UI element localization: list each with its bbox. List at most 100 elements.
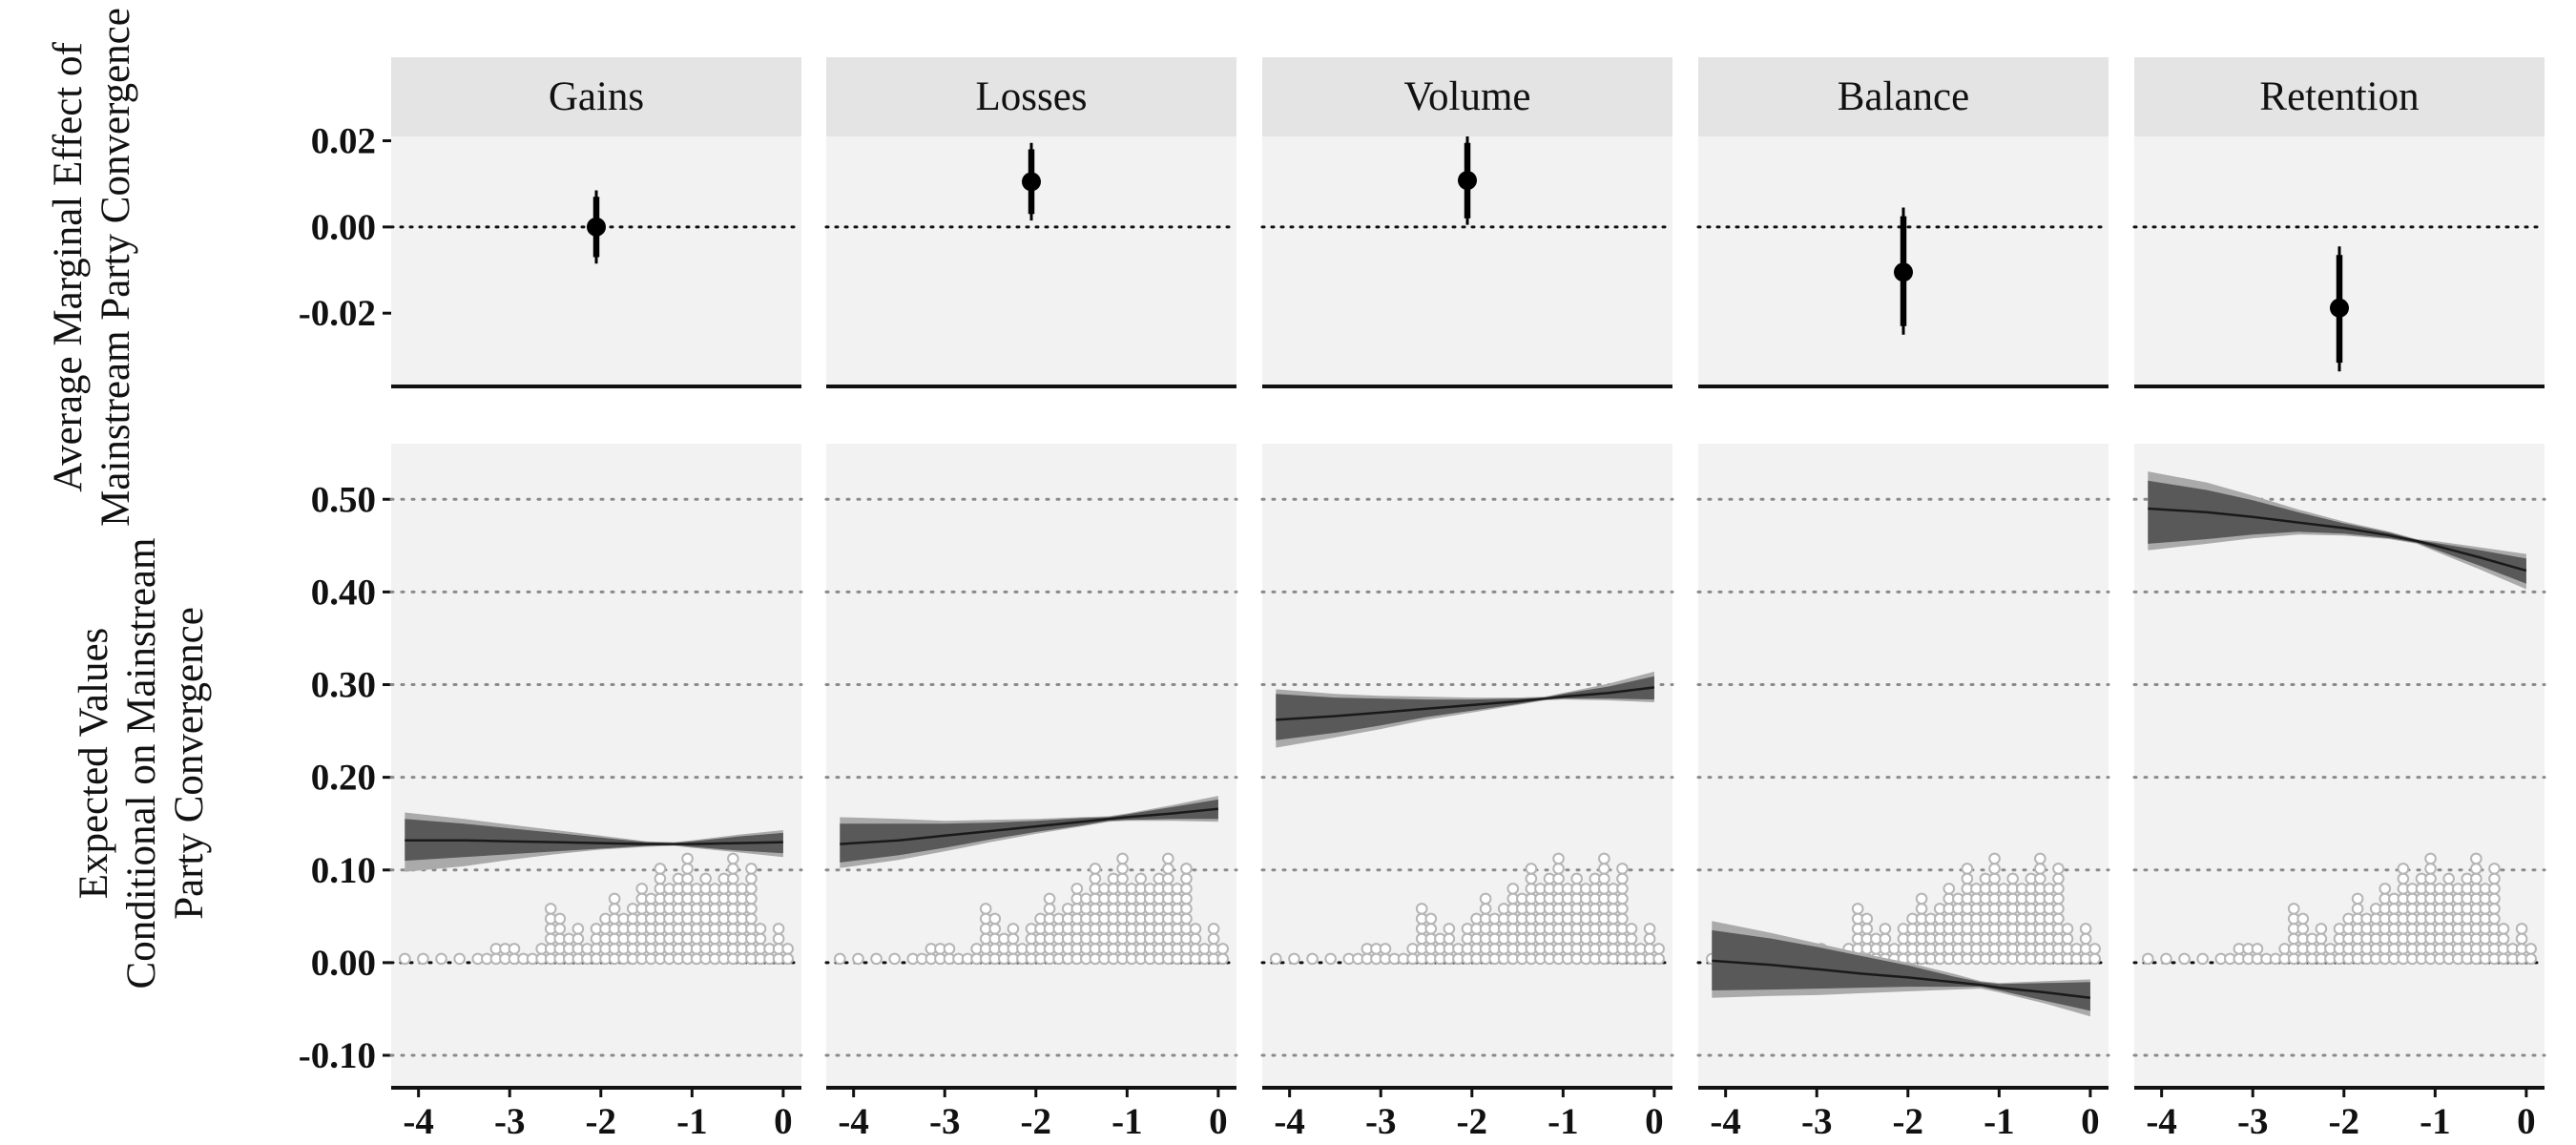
histogram-dot-volume xyxy=(1379,943,1392,955)
histogram-dot-losses xyxy=(1089,863,1102,875)
histogram-dot-volume xyxy=(1415,903,1428,915)
histogram-dot-retention xyxy=(2315,923,2328,935)
histogram-dot-retention xyxy=(2524,952,2537,966)
fit-line-volume xyxy=(1276,686,1655,721)
histogram-dot-losses xyxy=(1116,872,1129,885)
histogram-dot-volume xyxy=(1625,923,1638,935)
histogram-dot-losses xyxy=(852,952,864,966)
x-tick-label-volume: -4 xyxy=(1274,1101,1305,1142)
facet-balance: Balance -4 -3 -2 -1 0 xyxy=(1696,57,2110,1142)
x-tick-label-losses: -1 xyxy=(1111,1101,1143,1142)
x-tick-label-gains: -3 xyxy=(494,1101,526,1142)
histogram-dot-losses xyxy=(1180,892,1193,906)
x-tick-label-gains: -2 xyxy=(586,1101,617,1142)
histogram-dot-balance xyxy=(1961,863,1974,875)
histogram-dot-gains xyxy=(654,872,667,885)
histogram-dot-volume xyxy=(1424,923,1438,935)
histogram-dot-balance xyxy=(1879,932,1892,946)
histogram-dot-volume xyxy=(1324,952,1337,966)
x-tick-label-losses: -3 xyxy=(929,1101,961,1142)
histogram-dot-volume xyxy=(1652,952,1665,966)
facet-gains: Gains -4 -3 -2 -1 0 xyxy=(389,57,803,1142)
histogram-dot-gains xyxy=(508,943,521,955)
point-estimate-balance xyxy=(1894,262,1913,282)
histogram-dot-retention xyxy=(2397,872,2410,885)
facet-strip-balance xyxy=(1698,57,2109,136)
bottom-y-tick-label: 0.50 xyxy=(311,479,376,520)
histogram-dot-retention xyxy=(2287,903,2300,915)
histogram-dot-gains xyxy=(772,923,785,935)
histogram-dot-gains xyxy=(754,923,767,935)
y-axis-titles: Average Marginal Effect ofMainstream Par… xyxy=(46,8,391,1076)
histogram-dot-volume xyxy=(1479,903,1492,915)
histogram-dot-gains xyxy=(772,932,785,946)
top-y-tick-label: -0.02 xyxy=(299,293,376,334)
bottom-y-axis-title: Expected ValuesConditional on Mainstream… xyxy=(72,538,212,989)
bottom-panel-bg-volume xyxy=(1262,444,1672,1088)
histogram-dot-balance xyxy=(2079,923,2092,935)
bottom-y-tick-label: 0.30 xyxy=(311,665,376,706)
histogram-dot-retention xyxy=(2515,923,2528,935)
histogram-dot-balance xyxy=(2079,932,2092,946)
histogram-dot-losses xyxy=(834,952,846,966)
histogram-dot-retention xyxy=(2442,872,2455,885)
histogram-dot-retention xyxy=(2424,872,2437,885)
facet-label-losses: Losses xyxy=(975,74,1087,119)
histogram-dot-losses xyxy=(1162,872,1174,885)
histogram-dot-retention xyxy=(2488,863,2501,875)
top-y-axis-title: Average Marginal Effect ofMainstream Par… xyxy=(46,8,138,527)
histogram-dot-losses xyxy=(1216,943,1229,955)
histogram-dot-volume xyxy=(1598,872,1610,885)
fit-line-retention xyxy=(2148,507,2527,572)
histogram-dot-retention xyxy=(2315,932,2328,946)
histogram-dot-volume xyxy=(1525,872,1538,885)
histogram-dot-retention xyxy=(2470,852,2483,865)
bottom-y-tick-label: -0.10 xyxy=(299,1035,376,1076)
histogram-dot-gains xyxy=(608,903,621,915)
histogram-dot-losses xyxy=(1180,863,1193,875)
histogram-dot-volume xyxy=(1552,872,1565,885)
bottom-y-axis-title-line-3: Party Convergence xyxy=(167,607,212,920)
histogram-dot-volume xyxy=(1598,852,1610,865)
histogram-dot-losses xyxy=(988,923,1002,935)
x-tick-label-retention: -2 xyxy=(2329,1101,2360,1142)
histogram-dot-losses xyxy=(1007,923,1020,935)
histogram-dot-retention xyxy=(2178,952,2191,966)
histogram-dot-balance xyxy=(1961,872,1974,885)
histogram-dot-retention xyxy=(2497,932,2510,946)
histogram-dot-gains xyxy=(727,863,739,875)
x-tick-label-gains: 0 xyxy=(774,1101,793,1142)
histogram-dot-volume xyxy=(1616,903,1629,915)
histogram-dot-balance xyxy=(1988,872,2001,885)
histogram-dot-balance xyxy=(1860,923,1874,935)
histogram-dot-gains xyxy=(727,872,739,885)
facet-label-gains: Gains xyxy=(549,74,644,119)
histogram-dot-gains xyxy=(435,952,447,966)
histogram-dot-gains xyxy=(745,883,758,895)
histogram-dot-gains xyxy=(754,932,767,946)
histogram-dot-volume xyxy=(1616,912,1629,926)
histogram-dot-balance xyxy=(1988,852,2001,865)
histogram-dot-volume xyxy=(1616,883,1629,895)
histogram-dot-gains xyxy=(654,863,667,875)
histogram-dot-gains xyxy=(745,872,758,885)
histogram-dot-retention xyxy=(2351,892,2364,906)
histogram-dot-balance xyxy=(2006,872,2019,885)
histogram-dot-balance xyxy=(1851,903,1864,915)
x-tick-label-gains: -1 xyxy=(676,1101,708,1142)
top-y-axis-title-line-2: Mainstream Party Convergence xyxy=(93,8,138,527)
histogram-dot-gains xyxy=(681,852,694,865)
histogram-dot-balance xyxy=(1879,923,1892,935)
histogram-dot-gains xyxy=(553,923,567,935)
histogram-dot-losses xyxy=(1180,912,1193,926)
histogram-dot-gains xyxy=(417,952,429,966)
top-y-tick-label: 0.00 xyxy=(311,207,376,248)
histogram-dot-volume xyxy=(1270,952,1282,966)
x-tick-label-losses: 0 xyxy=(1209,1101,1228,1142)
histogram-dot-balance xyxy=(2052,912,2065,926)
bottom-y-axis-title-line-1: Expected Values xyxy=(72,628,116,900)
histogram-dot-gains xyxy=(699,872,712,885)
histogram-dot-gains xyxy=(745,863,758,875)
histogram-dot-retention xyxy=(2296,912,2310,926)
facet-panels: Gains -4 -3 -2 -1 0 Losses -4 -3 -2 -1 0 Volume -4 -3 -… xyxy=(389,57,2546,1142)
